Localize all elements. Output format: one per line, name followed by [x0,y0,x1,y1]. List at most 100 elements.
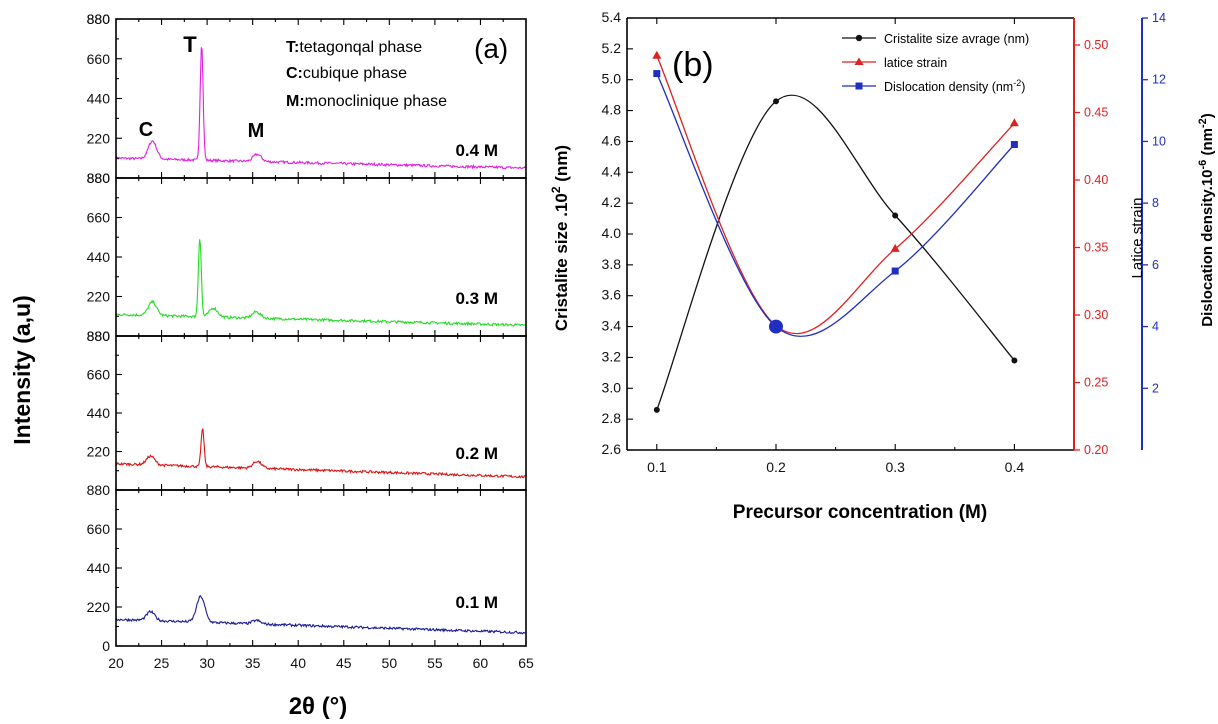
peak-label-m: M [248,120,265,142]
phase-legend-t-text: tetagonqal phase [299,39,422,56]
xrd-y-tick-label: 660 [87,210,111,226]
dislocation-density-tick-label: 12 [1152,73,1166,87]
data-point-square-1 [653,70,661,78]
xrd-y-tick-label: 880 [87,328,111,344]
xrd-y-tick-label: 440 [87,91,111,107]
crystallite-size-tick-label: 2.8 [602,410,622,426]
dislocation-density-axis-label-unit: (nm [1199,128,1216,160]
dislocation-density-axis-label-main: Dislocation density.10 [1199,169,1216,326]
xrd-series-lines [115,47,526,635]
latice-strain-tick-label: 0.35 [1084,241,1108,255]
data-point-triangle-1 [652,50,662,59]
crystallite-size-axis-label-main: Cristalite size .10 [552,193,571,331]
phase-legend-m-key: M: [286,93,305,110]
crystallite-size-tick-label: 2.6 [602,441,622,457]
crystallite-size-tick-label: 4.4 [602,163,622,179]
crystallite-size-tick-label: 3.0 [602,379,622,395]
phase-legend-t: T:tetagonqal phase [286,39,422,56]
crystallite-size-axis-label: Cristalite size .102 (nm) [549,145,571,331]
xrd-line-4 [115,595,526,635]
data-point-star-2 [773,98,779,105]
phase-legend-c-key: C: [286,65,303,82]
phase-legend-m: M:monoclinique phase [286,93,447,110]
xrd-panel-frame-2 [115,177,527,337]
size-strain-tick-labels: 0.1 0.2 0.3 0.4 2.6 2.8 3.0 3.2 3.4 3.6 3.8 4.0 4.2 4… [602,9,1166,475]
xrd-y-tick-label: 880 [87,11,111,27]
xrd-y-tick-label: 660 [87,367,111,383]
xrd-x-tick-labels: 20 25 30 35 40 45 50 55 60 65 [108,655,534,671]
peak-label-t: T [183,32,197,57]
xrd-y-tick-label: 880 [87,328,111,344]
xrd-y-tick-label: 440 [87,249,111,265]
legend-entry-dislocation-density: Dislocation density (nm-2) [842,78,1025,94]
panel-b: 0.1 0.2 0.3 0.4 2.6 2.8 3.0 3.2 3.4 3.6 3.8 4.0 4.2 4… [549,9,1216,523]
data-point-star-4 [1011,357,1018,364]
crystallite-size-tick-label: 5.4 [602,9,622,25]
legend-text-latice-strain: latice strain [884,56,947,70]
legend-entry-crystallite-size: Cristalite size avrage (nm) [842,32,1029,46]
xrd-line-3 [115,428,526,479]
dislocation-density-axis-label: Dislocation density.10-6 (nm-2) [1197,113,1216,327]
data-point-star-1 [653,406,660,413]
xrd-y-tick-labels: 2204406608808802204406608808802204406608… [87,11,111,654]
legend-marker-crystallite-size [855,34,863,42]
panel-a-label: (a) [474,33,508,64]
concentration-tick-label: 0.1 [647,459,667,475]
xrd-line-2 [115,239,526,327]
xrd-x-tick-label: 20 [108,655,124,671]
xrd-y-tick-label: 0 [102,638,110,654]
xrd-panel-frame-3 [115,335,527,491]
crystallite-size-axis-label-exponent: 2 [549,186,563,193]
concentration-x-axis-label: Precursor concentration (M) [733,502,987,523]
latice-strain-tick-label: 0.40 [1084,173,1108,187]
dislocation-density-axis-label-exponent: -6 [1197,160,1209,170]
xrd-x-tick-label: 25 [154,655,170,671]
crystallite-size-tick-label: 3.8 [602,256,622,272]
series-label-0-3m: 0.3 M [455,289,498,308]
xrd-x-tick-label: 45 [336,655,352,671]
dislocation-density-tick-label: 4 [1152,320,1159,334]
legend-text-dislocation-density: Dislocation density (nm-2) [884,78,1025,94]
xrd-y-axis-label: Intensity (a,u) [9,295,35,445]
crystallite-size-tick-label: 3.2 [602,348,622,364]
latice-strain-tick-label: 0.30 [1084,308,1108,322]
panel-a: 2204406608808802204406608808802204406608… [9,11,534,720]
latice-strain-tick-label: 0.50 [1084,38,1108,52]
crystallite-size-tick-label: 3.4 [602,318,622,334]
legend: Cristalite size avrage (nm) latice strai… [842,32,1029,94]
series-label-0-1m: 0.1 M [455,593,498,612]
latice-strain-tick-label: 0.45 [1084,106,1108,120]
size-strain-curves [652,50,1019,413]
crystallite-size-axis-label-unit: (nm) [552,145,571,187]
xrd-panel-frame-4 [115,489,527,647]
data-point-star-3 [892,212,899,219]
legend-marker-latice-strain [854,57,864,65]
xrd-y-tick-label: 880 [87,11,111,27]
data-point-triangle-3 [890,243,900,252]
dislocation-density-axis-label-unit-exponent: -2 [1197,118,1209,128]
size-strain-axes [626,17,1148,451]
xrd-y-tick-label: 440 [87,405,111,421]
data-point-square-3 [891,267,899,275]
xrd-panel-frames [115,18,527,647]
legend-marker-dislocation-density [855,82,863,90]
legend-text-dislocation-main: Dislocation density (nm [884,80,1013,94]
xrd-line-1 [115,47,526,170]
peak-label-c: C [139,119,153,141]
latice-strain-tick-label: 0.25 [1084,376,1108,390]
dislocation-density-tick-label: 8 [1152,196,1159,210]
latice-strain-axis-label: Latice strain [1129,198,1146,279]
crystallite-size-tick-label: 5.0 [602,71,622,87]
crystallite-size-tick-label: 4.6 [602,132,622,148]
data-point-square-4 [1010,141,1018,149]
dislocation-density-tick-label: 10 [1152,134,1166,148]
xrd-y-tick-label: 220 [87,289,111,305]
legend-text-crystallite-size: Cristalite size avrage (nm) [884,32,1029,46]
xrd-y-tick-label: 220 [87,130,111,146]
concentration-tick-label: 0.2 [766,459,786,475]
xrd-x-axis-label: 2θ (°) [289,693,348,720]
xrd-y-tick-label: 880 [87,170,111,186]
data-point-square-2 [769,319,783,334]
xrd-x-tick-label: 55 [427,655,443,671]
